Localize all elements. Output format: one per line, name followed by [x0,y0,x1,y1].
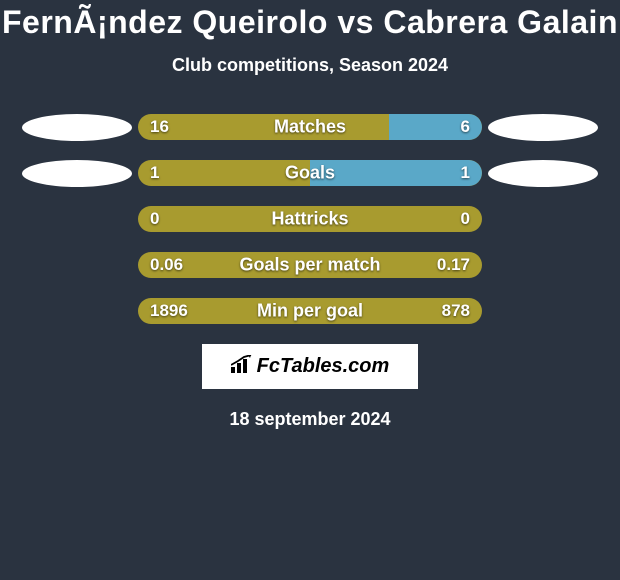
stat-row: 0Hattricks0 [0,206,620,232]
stat-bar: 0Hattricks0 [138,206,482,232]
stat-value-left: 16 [150,117,169,137]
subtitle: Club competitions, Season 2024 [0,55,620,76]
stat-label: Hattricks [138,209,482,230]
stat-row: 16Matches6 [0,114,620,140]
stat-label: Min per goal [138,301,482,322]
page-title: FernÃ¡ndez Queirolo vs Cabrera Galain [0,4,620,41]
stat-value-left: 0.06 [150,255,183,275]
stat-value-left: 1 [150,163,159,183]
badge-spacer [22,298,132,325]
date-text: 18 september 2024 [0,409,620,430]
comparison-infographic: FernÃ¡ndez Queirolo vs Cabrera Galain Cl… [0,0,620,430]
badge-spacer [22,252,132,279]
stat-value-right: 878 [442,301,470,321]
stats-rows: 16Matches6 1Goals1 0Hattricks0 0.06Goals pe… [0,114,620,324]
stat-value-right: 0 [461,209,470,229]
chart-icon [231,355,253,378]
player-badge-left [22,114,132,141]
stat-row: 1896Min per goal878 [0,298,620,324]
stat-bar: 1Goals1 [138,160,482,186]
stat-bar: 16Matches6 [138,114,482,140]
footer-logo: FcTables.com [202,344,418,389]
stat-row: 1Goals1 [0,160,620,186]
stat-value-right: 1 [461,163,470,183]
badge-spacer [22,206,132,233]
stat-bar-right-fill [310,160,482,186]
player-badge-left [22,160,132,187]
badge-spacer [488,298,598,325]
stat-value-left: 1896 [150,301,188,321]
stat-value-left: 0 [150,209,159,229]
footer-logo-text: FcTables.com [257,355,390,378]
player-badge-right [488,114,598,141]
player-badge-right [488,160,598,187]
badge-spacer [488,252,598,279]
stat-value-right: 0.17 [437,255,470,275]
stat-bar: 0.06Goals per match0.17 [138,252,482,278]
badge-spacer [488,206,598,233]
stat-bar: 1896Min per goal878 [138,298,482,324]
stat-label: Goals per match [138,255,482,276]
stat-value-right: 6 [461,117,470,137]
stat-row: 0.06Goals per match0.17 [0,252,620,278]
